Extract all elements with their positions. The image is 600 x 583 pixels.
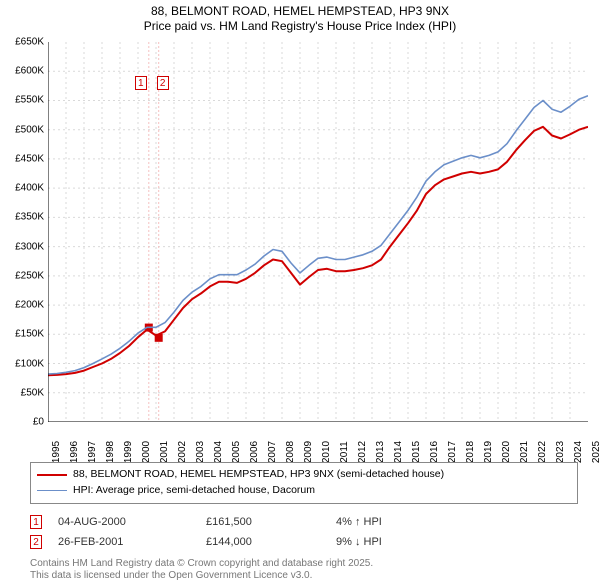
sales-table: 1 04-AUG-2000£161,5004% ↑ HPI 2 26-FEB-2001… [30, 512, 578, 552]
y-tick-label: £250K [15, 270, 44, 281]
sales-price: £161,500 [206, 516, 336, 528]
x-tick-label: 1996 [69, 441, 80, 463]
x-tick-label: 1995 [51, 441, 62, 463]
x-tick-label: 2024 [573, 441, 584, 463]
chart-plot-area: 12 [48, 42, 588, 422]
sales-date: 26-FEB-2001 [58, 536, 206, 548]
y-tick-label: £0 [33, 417, 44, 428]
x-tick-label: 2001 [159, 441, 170, 463]
x-tick-label: 2007 [267, 441, 278, 463]
x-tick-label: 2019 [483, 441, 494, 463]
sales-marker: 2 [30, 535, 42, 549]
x-tick-label: 2025 [591, 441, 600, 463]
x-tick-label: 2010 [321, 441, 332, 463]
x-tick-label: 2023 [555, 441, 566, 463]
legend-box: 88, BELMONT ROAD, HEMEL HEMPSTEAD, HP3 9… [30, 462, 578, 504]
x-tick-label: 2000 [141, 441, 152, 463]
sale-marker-2: 2 [157, 76, 169, 90]
y-tick-label: £550K [15, 95, 44, 106]
x-tick-label: 2013 [375, 441, 386, 463]
x-tick-label: 2017 [447, 441, 458, 463]
y-tick-label: £200K [15, 300, 44, 311]
x-tick-label: 2021 [519, 441, 530, 463]
sales-delta: 9% ↓ HPI [336, 536, 446, 548]
x-tick-label: 2022 [537, 441, 548, 463]
y-tick-label: £600K [15, 66, 44, 77]
y-tick-label: £150K [15, 329, 44, 340]
legend-row: 88, BELMONT ROAD, HEMEL HEMPSTEAD, HP3 9… [37, 467, 571, 483]
x-axis-labels: 1995 1996 1997 1998 1999 2000 2001 2002 2003 2004… [48, 424, 588, 460]
below-chart-block: 88, BELMONT ROAD, HEMEL HEMPSTEAD, HP3 9… [30, 462, 578, 583]
chart-svg [48, 42, 588, 422]
chart-container: 88, BELMONT ROAD, HEMEL HEMPSTEAD, HP3 9… [0, 0, 600, 560]
x-tick-label: 2018 [465, 441, 476, 463]
x-tick-label: 1997 [87, 441, 98, 463]
x-tick-label: 2012 [357, 441, 368, 463]
y-tick-label: £50K [21, 387, 44, 398]
x-tick-label: 2002 [177, 441, 188, 463]
x-tick-label: 2005 [231, 441, 242, 463]
sales-row: 1 04-AUG-2000£161,5004% ↑ HPI [30, 512, 578, 532]
y-tick-label: £350K [15, 212, 44, 223]
title-address: 88, BELMONT ROAD, HEMEL HEMPSTEAD, HP3 9… [0, 4, 600, 19]
y-tick-label: £400K [15, 183, 44, 194]
x-tick-label: 2006 [249, 441, 260, 463]
y-tick-label: £650K [15, 37, 44, 48]
x-tick-label: 2016 [429, 441, 440, 463]
footnote-line2: This data is licensed under the Open Gov… [30, 570, 578, 583]
legend-text: 88, BELMONT ROAD, HEMEL HEMPSTEAD, HP3 9… [73, 467, 444, 483]
footnote: Contains HM Land Registry data © Crown c… [30, 558, 578, 583]
x-tick-label: 2004 [213, 441, 224, 463]
legend-swatch [37, 490, 67, 491]
title-block: 88, BELMONT ROAD, HEMEL HEMPSTEAD, HP3 9… [0, 0, 600, 34]
legend-text: HPI: Average price, semi-detached house,… [73, 483, 315, 499]
sales-price: £144,000 [206, 536, 336, 548]
y-tick-label: £300K [15, 241, 44, 252]
footnote-line1: Contains HM Land Registry data © Crown c… [30, 558, 578, 571]
y-tick-label: £450K [15, 153, 44, 164]
x-tick-label: 2008 [285, 441, 296, 463]
y-tick-label: £500K [15, 124, 44, 135]
x-tick-label: 2011 [339, 441, 350, 463]
sales-row: 2 26-FEB-2001£144,0009% ↓ HPI [30, 532, 578, 552]
x-tick-label: 2014 [393, 441, 404, 463]
x-tick-label: 2003 [195, 441, 206, 463]
sale-marker-1: 1 [135, 76, 147, 90]
y-axis-labels: £0£50K£100K£150K£200K£250K£300K£350K£400… [0, 42, 46, 422]
y-tick-label: £100K [15, 358, 44, 369]
x-tick-label: 2015 [411, 441, 422, 463]
x-tick-label: 1999 [123, 441, 134, 463]
sales-delta: 4% ↑ HPI [336, 516, 446, 528]
legend-swatch [37, 474, 67, 476]
x-tick-label: 1998 [105, 441, 116, 463]
title-subtitle: Price paid vs. HM Land Registry's House … [0, 19, 600, 34]
x-tick-label: 2020 [501, 441, 512, 463]
sales-date: 04-AUG-2000 [58, 516, 206, 528]
sales-marker: 1 [30, 515, 42, 529]
legend-row: HPI: Average price, semi-detached house,… [37, 483, 571, 499]
x-tick-label: 2009 [303, 441, 314, 463]
